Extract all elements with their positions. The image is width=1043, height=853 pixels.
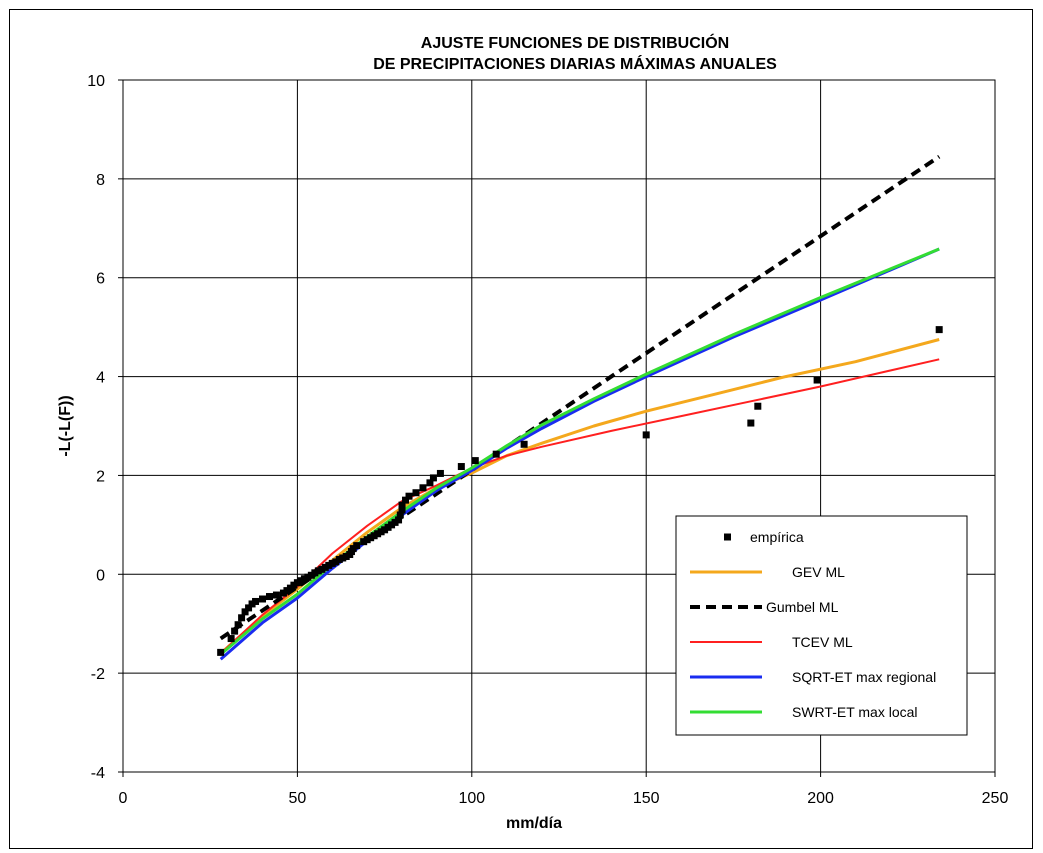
series-line-swrt-et-max-local bbox=[219, 247, 940, 656]
data-point-55 bbox=[436, 469, 444, 477]
data-point-49 bbox=[402, 496, 410, 504]
y-tick-label-2: 0 bbox=[96, 567, 105, 584]
x-tick-label-2: 100 bbox=[458, 790, 485, 807]
data-point-60 bbox=[642, 431, 650, 439]
data-point-9 bbox=[259, 595, 267, 603]
data-point-61 bbox=[747, 419, 755, 427]
legend-label-sqrt-et-max-regional: SQRT-ET max regional bbox=[792, 669, 936, 685]
series-line-sqrt-et-max-regional bbox=[219, 247, 940, 661]
y-tick-labels: -4 -2 0 2 4 6 8 10 bbox=[87, 73, 123, 782]
data-point-10 bbox=[265, 593, 273, 601]
legend-label-tcev-ml: TCEV ML bbox=[792, 634, 853, 650]
x-tick-label-4: 200 bbox=[807, 790, 834, 807]
data-point-56 bbox=[457, 463, 465, 471]
data-point-62 bbox=[754, 402, 762, 410]
data-point-50 bbox=[405, 492, 413, 500]
data-point-53 bbox=[426, 479, 434, 487]
data-point-3 bbox=[234, 621, 242, 629]
x-tick-label-0: 0 bbox=[119, 790, 128, 807]
x-tick-label-5: 250 bbox=[982, 790, 1009, 807]
data-point-59 bbox=[520, 440, 528, 448]
legend: empírica GEV ML Gumbel ML TCEV ML SQRT-ET ma… bbox=[675, 515, 968, 736]
empirical-points bbox=[217, 326, 943, 656]
data-point-5 bbox=[241, 608, 249, 616]
data-point-54 bbox=[429, 474, 437, 482]
data-point-48 bbox=[398, 501, 406, 509]
data-point-8 bbox=[252, 597, 260, 605]
legend-label-emp-rica: empírica bbox=[750, 529, 804, 545]
data-point-47 bbox=[398, 506, 406, 514]
legend-label-gumbel-ml: Gumbel ML bbox=[766, 599, 839, 615]
chart-title-line1: AJUSTE FUNCIONES DE DISTRIBUCIÓN bbox=[421, 33, 729, 52]
y-tick-label-1: -2 bbox=[91, 666, 105, 683]
data-point-46 bbox=[396, 511, 404, 519]
x-tick-label-3: 150 bbox=[633, 790, 660, 807]
y-tick-label-0: -4 bbox=[91, 765, 105, 782]
legend-marker-emp-rica bbox=[724, 533, 731, 541]
data-point-0 bbox=[217, 648, 225, 656]
data-point-51 bbox=[412, 489, 420, 497]
legend-label-gev-ml: GEV ML bbox=[792, 564, 845, 580]
x-tick-label-1: 50 bbox=[289, 790, 307, 807]
y-tick-label-7: 10 bbox=[87, 73, 105, 90]
y-tick-label-4: 4 bbox=[96, 370, 105, 387]
y-tick-label-5: 6 bbox=[96, 271, 105, 288]
data-point-52 bbox=[419, 484, 427, 492]
x-tick-labels: 0 50 100 150 200 250 bbox=[119, 772, 1009, 807]
data-point-2 bbox=[231, 627, 239, 635]
data-point-64 bbox=[935, 326, 943, 334]
legend-label-swrt-et-max-local: SWRT-ET max local bbox=[792, 704, 918, 720]
y-tick-label-6: 8 bbox=[96, 172, 105, 189]
legend-box bbox=[675, 515, 968, 736]
chart-title-line2: DE PRECIPITACIONES DIARIAS MÁXIMAS ANUAL… bbox=[373, 54, 777, 73]
y-tick-label-3: 2 bbox=[96, 468, 105, 485]
data-point-4 bbox=[238, 614, 246, 622]
data-point-58 bbox=[492, 450, 500, 458]
data-point-63 bbox=[813, 376, 821, 384]
data-point-45 bbox=[395, 516, 403, 524]
data-point-11 bbox=[272, 591, 280, 599]
data-point-6 bbox=[245, 604, 253, 612]
plot-area-border bbox=[122, 79, 996, 773]
data-point-34 bbox=[353, 542, 361, 550]
series-lines bbox=[219, 154, 941, 661]
x-axis-label: mm/día bbox=[506, 815, 562, 832]
y-axis-label: -L(-L(F)) bbox=[57, 395, 74, 456]
data-point-57 bbox=[471, 457, 479, 465]
data-point-1 bbox=[227, 635, 235, 643]
